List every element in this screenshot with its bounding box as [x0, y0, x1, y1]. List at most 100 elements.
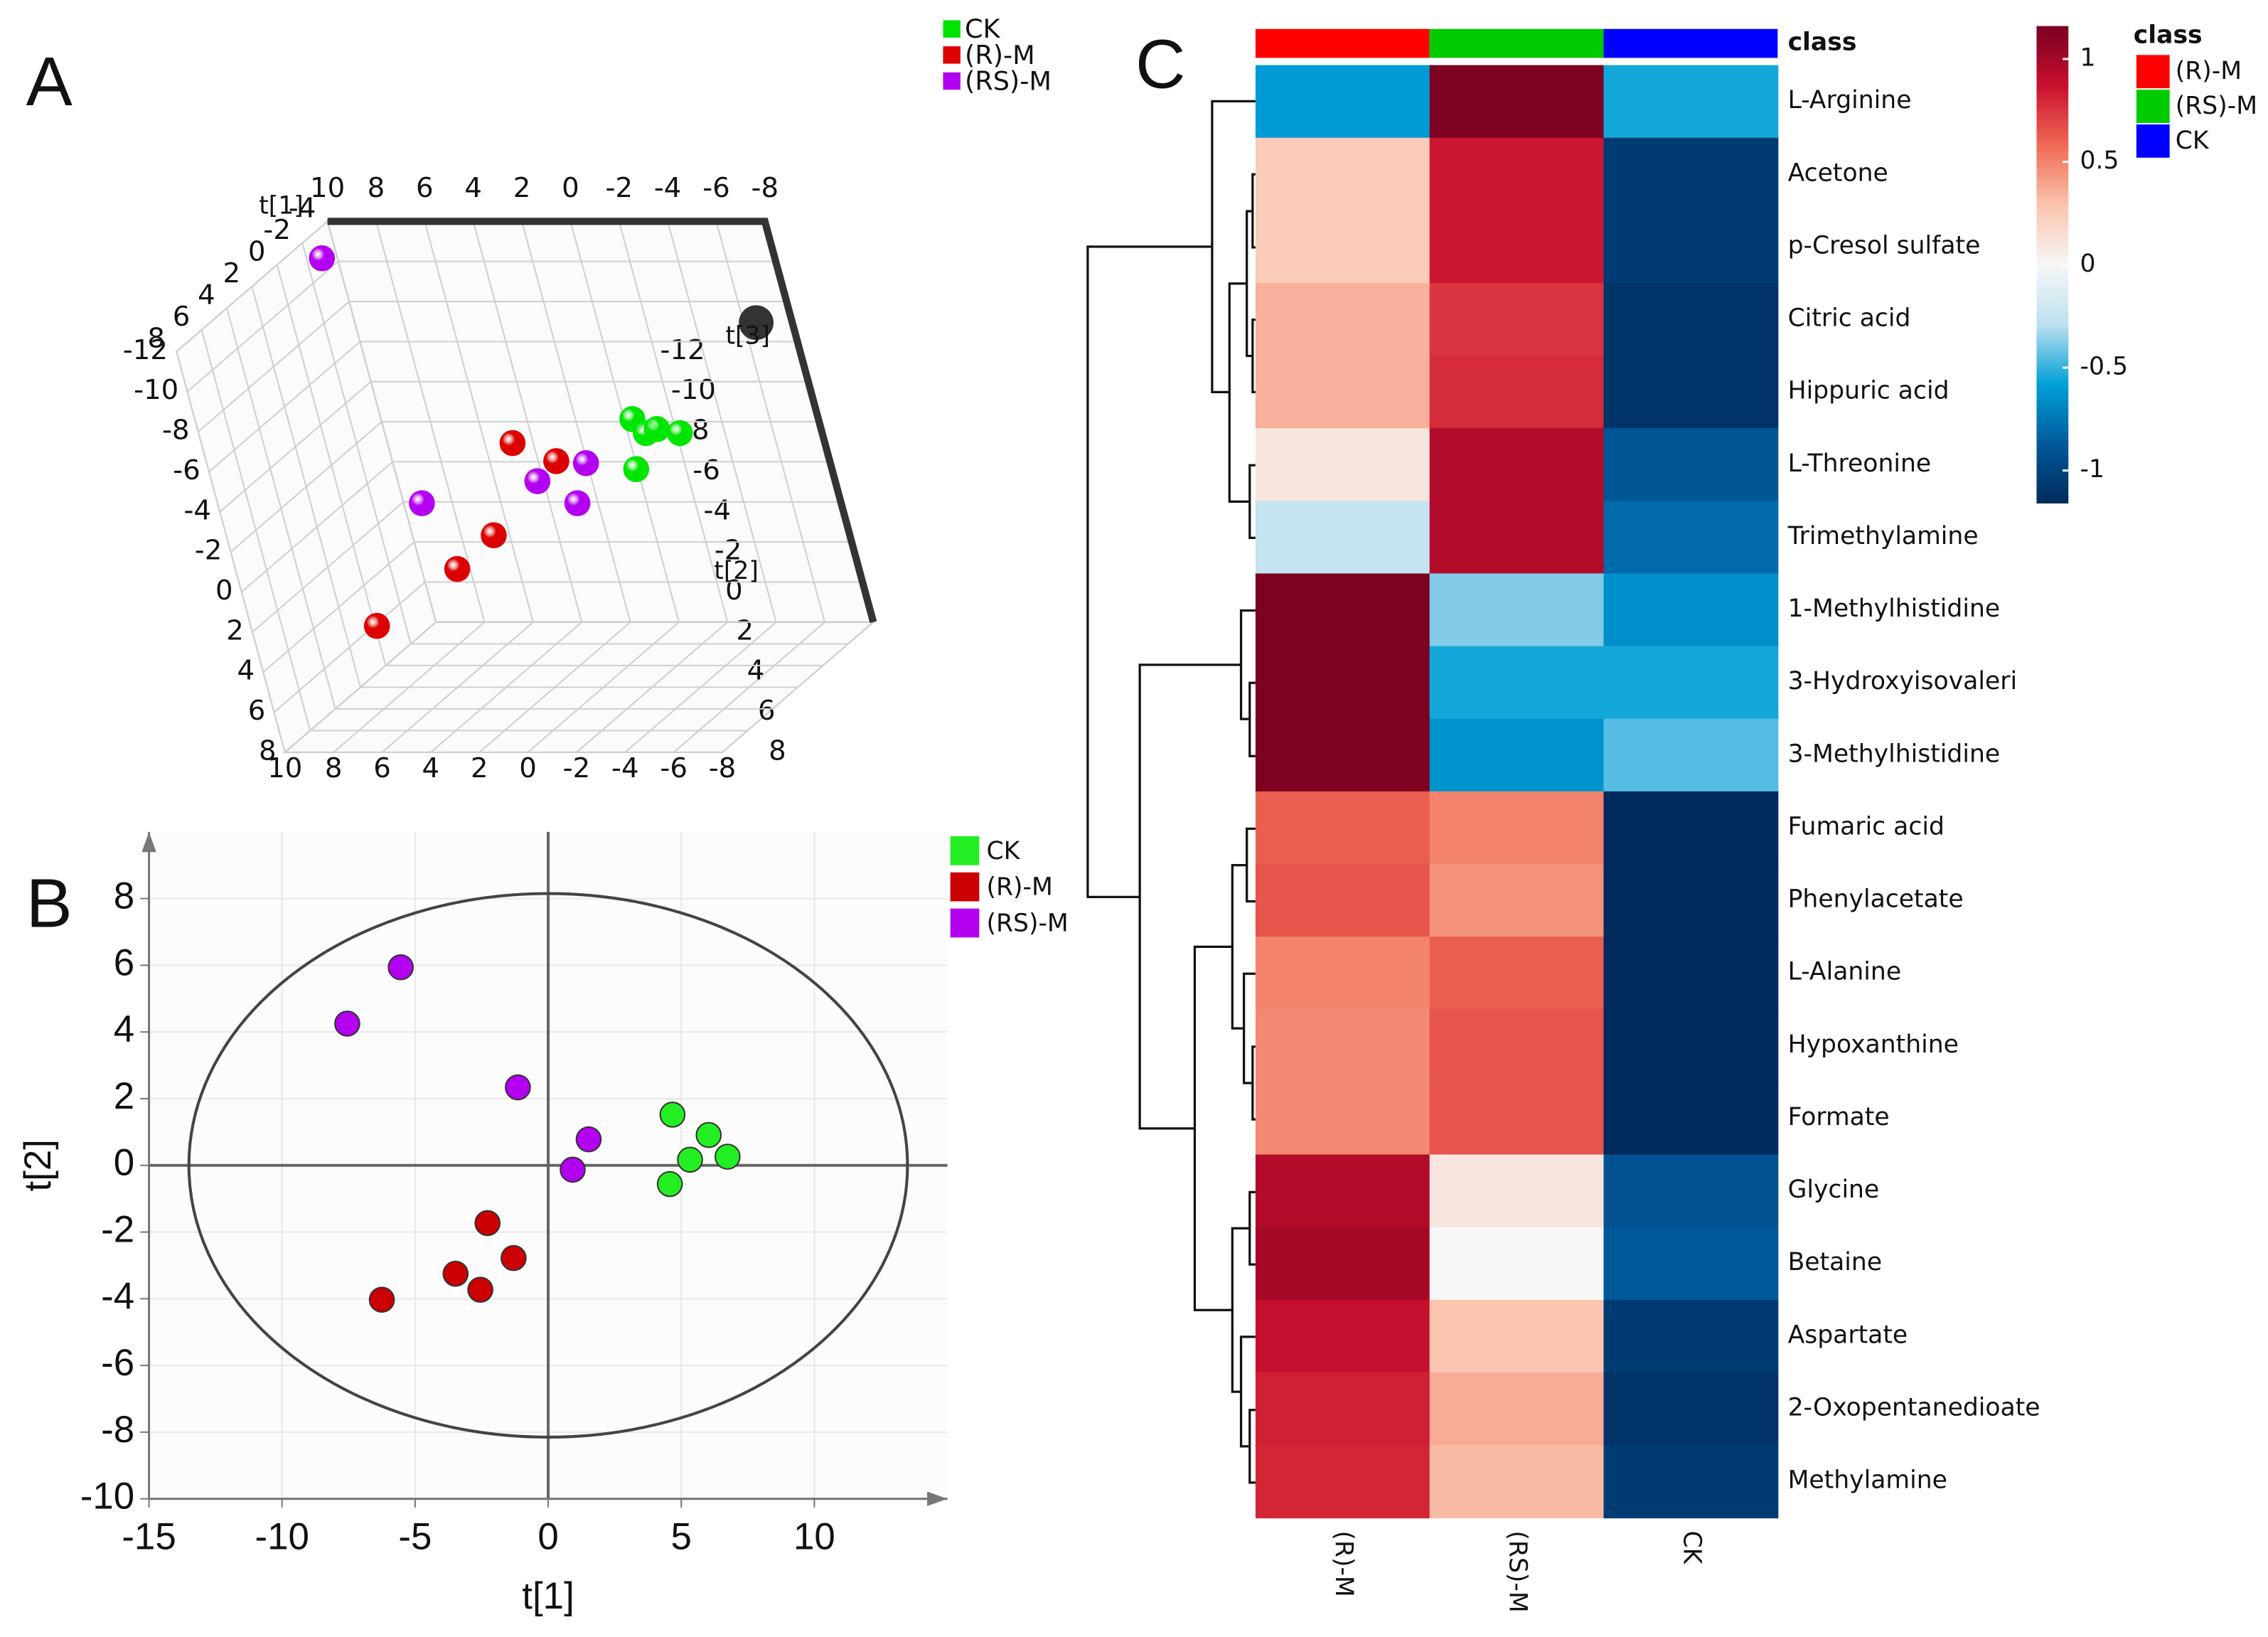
- class-bar: [1603, 28, 1778, 58]
- x-tick-label: -6: [660, 752, 688, 784]
- data-point: [695, 1121, 722, 1148]
- legend-label: (RS)-M: [986, 910, 1068, 938]
- heatmap-cell: [1603, 1227, 1779, 1301]
- legend-swatch: [2136, 124, 2170, 158]
- x-tick-label: 8: [325, 752, 343, 784]
- heatmap-cell: [1255, 791, 1430, 865]
- heatmap-cell: [1255, 356, 1430, 430]
- row-label: Methylamine: [1788, 1466, 1947, 1495]
- data-point: [524, 468, 551, 494]
- data-point: [481, 522, 507, 549]
- data-point: [659, 1102, 686, 1128]
- heatmap-cell: [1255, 1154, 1430, 1228]
- legend-swatch: [2136, 55, 2170, 89]
- x-tick-label: 6: [416, 172, 434, 204]
- x-tick-label: 4: [464, 172, 482, 204]
- legend-title: class: [2134, 21, 2203, 49]
- row-label: p-Cresol sulfate: [1788, 231, 1981, 260]
- heatmap-cell: [1603, 573, 1779, 647]
- heatmap-cell: [1255, 718, 1430, 792]
- axis-arrow: [927, 1491, 948, 1506]
- row-label: Formate: [1788, 1103, 1890, 1131]
- heatmap-cell: [1255, 1009, 1430, 1083]
- heatmap-cell: [1255, 210, 1430, 284]
- heatmap-cell: [1255, 1227, 1430, 1301]
- heatmap-cell: [1603, 1082, 1779, 1156]
- z-axis-label: t[3]: [725, 322, 770, 351]
- row-label: 3-Hydroxyisovaleri: [1788, 667, 2018, 695]
- heatmap-cell: [1255, 1445, 1430, 1519]
- legend-swatch: [950, 908, 980, 938]
- legend-label: CK: [965, 14, 1001, 44]
- data-point: [543, 448, 569, 474]
- row-label: Trimethylamine: [1787, 522, 1979, 550]
- row-label: L-Threonine: [1788, 449, 1932, 478]
- colorbar-tick-label: 0: [2080, 250, 2096, 278]
- heatmap-cell: [1255, 937, 1430, 1011]
- heatmap-cell: [1429, 1227, 1605, 1301]
- y-tick-label: 4: [747, 655, 765, 687]
- heatmap-cell: [1429, 210, 1605, 284]
- y-tick-label: -2: [101, 1209, 134, 1251]
- heatmap-cell: [1603, 137, 1779, 211]
- y-axis-label: t[2]: [714, 557, 759, 585]
- x-tick-label: 8: [368, 172, 385, 204]
- legend-label: CK: [2176, 127, 2210, 155]
- confidence-ellipse: [187, 892, 909, 1439]
- row-label: 3-Methylhistidine: [1788, 740, 2001, 768]
- data-point: [677, 1146, 703, 1173]
- x-tick-label: 0: [562, 172, 579, 204]
- dendrogram: [1086, 100, 1256, 1484]
- heatmap-cell: [1603, 65, 1779, 139]
- heatmap-cell: [1603, 1154, 1779, 1228]
- colorbar-tick-label: -0.5: [2080, 353, 2128, 381]
- heatmap-cell: [1603, 1299, 1779, 1373]
- y-tick-label: -8: [162, 415, 190, 447]
- grid-line: [251, 286, 361, 688]
- heatmap-cell: [1255, 137, 1430, 211]
- legend-swatch: [2136, 90, 2170, 123]
- data-point: [715, 1143, 741, 1170]
- heatmap-cell: [1603, 282, 1779, 357]
- legend-swatch: [943, 72, 961, 90]
- heatmap-cell: [1255, 646, 1430, 720]
- y-tick-label: -4: [704, 494, 732, 526]
- y-tick-label: 2: [226, 614, 244, 646]
- heatmap-cell: [1255, 65, 1430, 139]
- heatmap-cell: [1429, 428, 1605, 502]
- x-tick-label: -4: [654, 172, 682, 204]
- x-tick-label: 0: [519, 752, 537, 784]
- legend-label: (RS)-M: [965, 65, 1052, 96]
- x-tick-label: -8: [751, 172, 779, 204]
- z-tick-label: -4: [289, 193, 316, 225]
- heatmap-cell: [1603, 1372, 1779, 1446]
- heatmap-cell: [1429, 718, 1605, 792]
- legend-label: CK: [986, 837, 1020, 865]
- data-point: [444, 555, 471, 582]
- heatmap-cell: [1255, 573, 1430, 647]
- x-tick-label: -5: [398, 1516, 432, 1558]
- heatmap-cell: [1603, 718, 1779, 792]
- row-label: Fumaric acid: [1788, 812, 1945, 841]
- heatmap-cell: [1429, 356, 1605, 430]
- column-label: CK: [1677, 1530, 1706, 1564]
- x-tick-label: 10: [267, 752, 302, 784]
- heatmap-cell: [1429, 1154, 1605, 1228]
- x-tick-label: -4: [611, 752, 639, 784]
- legend-swatch: [943, 46, 961, 64]
- x-tick-label: 6: [373, 752, 391, 784]
- y-tick-label: -12: [123, 334, 168, 366]
- row-label: Glycine: [1788, 1175, 1880, 1204]
- data-point: [363, 612, 390, 639]
- axis-arrowhead: [739, 305, 774, 341]
- grid-line: [226, 308, 336, 710]
- row-label: Citric acid: [1788, 304, 1911, 333]
- y-tick-label: -6: [692, 454, 720, 486]
- x-tick-label: 5: [671, 1516, 692, 1558]
- legend-label: (R)-M: [2176, 57, 2242, 85]
- row-label: Aspartate: [1788, 1321, 1908, 1349]
- heatmap-cell: [1603, 791, 1779, 865]
- colorbar-tick-label: 1: [2080, 43, 2096, 72]
- y-tick-label: 6: [248, 695, 266, 727]
- z-tick-label: 4: [198, 279, 215, 311]
